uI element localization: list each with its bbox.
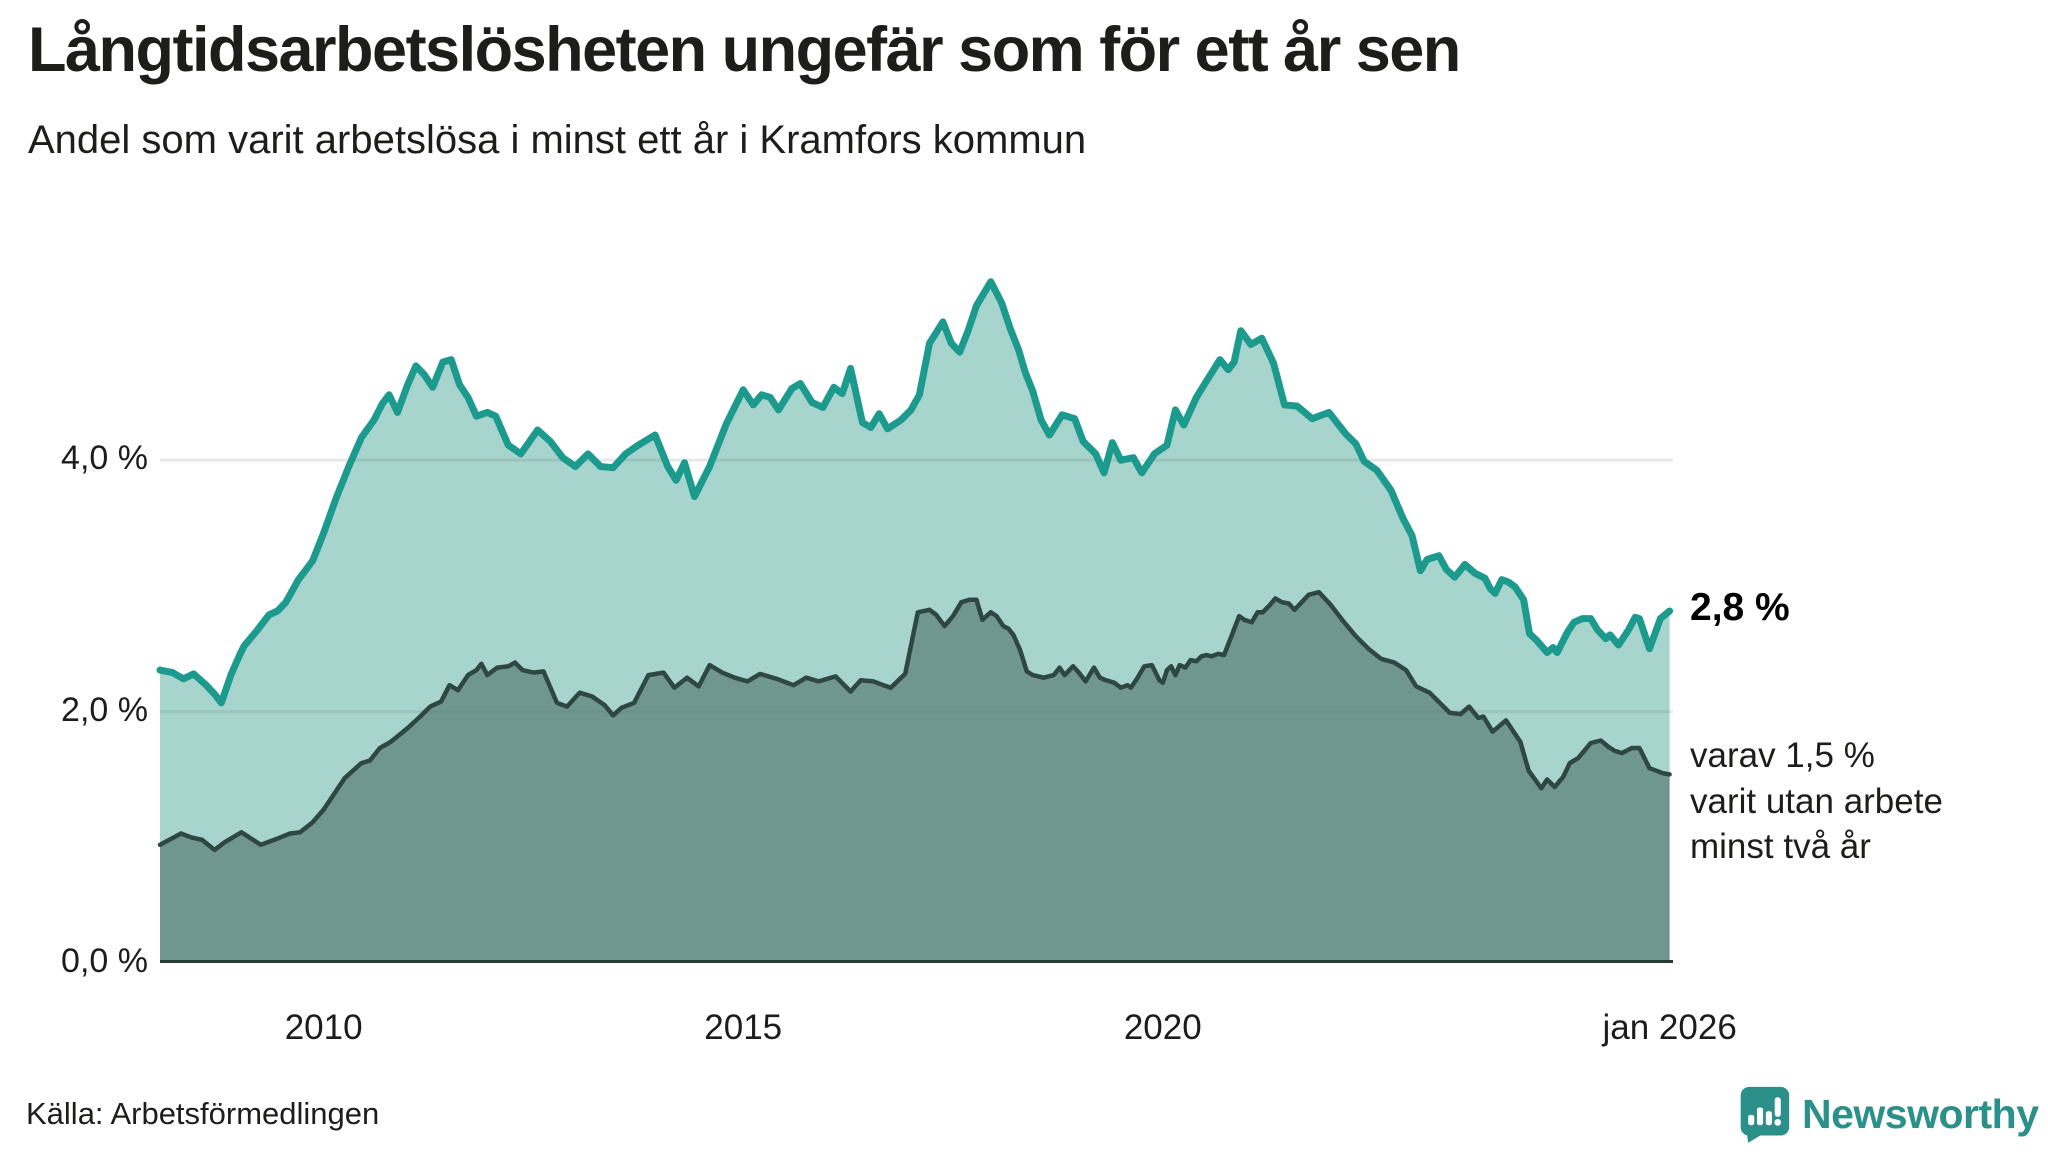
source-attribution: Källa: Arbetsförmedlingen [26, 1096, 380, 1131]
x-tick-label: jan 2026 [1602, 1008, 1737, 1047]
line-two-years [157, 589, 1672, 853]
y-tick-label: 4,0 % [61, 439, 148, 478]
newsworthy-branding: Newsworthy [1736, 1084, 2039, 1144]
line-total [156, 278, 1674, 707]
x-tick-label: 2015 [704, 1008, 783, 1047]
page-subtitle: Andel som varit arbetslösa i minst ett å… [28, 118, 1087, 162]
speech-bubble-bar-chart-icon [1740, 1086, 1790, 1143]
y-tick-label: 0,0 % [61, 942, 148, 980]
two-year-annotation: varav 1,5 % varit utan arbete minst två … [1690, 733, 1943, 870]
area-chart [156, 278, 1674, 963]
x-tick-label: 2010 [284, 1008, 363, 1047]
latest-value-label: 2,8 % [1690, 586, 1790, 629]
page-title: Långtidsarbetslösheten ungefär som för e… [28, 15, 1461, 85]
annotation-line: minst två år [1690, 827, 1871, 866]
newsworthy-wordmark: Newsworthy [1802, 1090, 2039, 1137]
annotation-line: varit utan arbete [1690, 781, 1943, 821]
y-tick-label: 2,0 % [61, 690, 148, 729]
annotation-line: varav 1,5 % [1690, 736, 1875, 775]
area-two-years [160, 592, 1670, 963]
x-tick-label: 2020 [1123, 1008, 1202, 1047]
